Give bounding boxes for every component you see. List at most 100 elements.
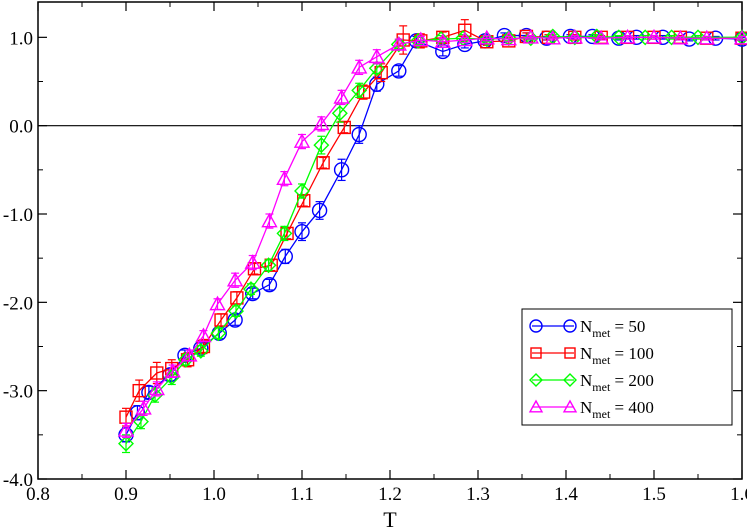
- data-point: [313, 137, 330, 154]
- data-point: [368, 48, 385, 64]
- x-tick-label: 0.8: [26, 484, 50, 505]
- y-tick-label: -4.0: [3, 470, 33, 491]
- data-point: [276, 225, 293, 242]
- legend-label: Nmet = 100: [580, 344, 654, 367]
- data-point: [210, 325, 227, 342]
- data-point: [226, 271, 244, 287]
- data-point: [192, 342, 209, 359]
- x-tick-label: 1.6: [730, 484, 747, 505]
- legend-label: Nmet = 200: [580, 371, 654, 394]
- data-point: [663, 29, 680, 46]
- legend: Nmet = 50 Nmet = 100 Nmet = 200 Nmet = 400: [521, 308, 733, 426]
- data-point: [132, 383, 146, 398]
- data-point: [645, 28, 663, 44]
- legend-label: Nmet = 50: [580, 317, 645, 340]
- data-point: [177, 351, 194, 368]
- x-tick-label: 1.0: [202, 484, 226, 505]
- data-point: [351, 82, 368, 99]
- data-point: [261, 276, 278, 293]
- data-point: [390, 36, 407, 53]
- data-point: [242, 281, 259, 298]
- data-point: [544, 29, 561, 45]
- y-tick-label: -1.0: [3, 205, 33, 226]
- data-point: [228, 303, 244, 320]
- data-point: [410, 32, 427, 49]
- data-point: [260, 257, 277, 274]
- legend-marker: [529, 319, 543, 333]
- data-point: [150, 366, 164, 380]
- data-point: [390, 35, 407, 51]
- data-point: [276, 170, 293, 185]
- data-point: [214, 313, 228, 327]
- data-point: [619, 28, 636, 44]
- data-point: [209, 295, 226, 311]
- data-point: [672, 29, 689, 45]
- data-point: [351, 126, 367, 143]
- data-point: [637, 29, 654, 46]
- legend-marker: [528, 399, 544, 413]
- data-point: [456, 31, 473, 47]
- data-point: [522, 28, 539, 44]
- data-point: [181, 346, 198, 362]
- data-point: [294, 223, 310, 240]
- data-point: [132, 413, 149, 430]
- data-point: [333, 88, 350, 104]
- data-point: [698, 29, 715, 45]
- data-point: [195, 327, 212, 343]
- series-4: [117, 28, 747, 439]
- data-point: [690, 29, 706, 46]
- x-tick-label: 1.2: [378, 484, 402, 505]
- data-point: [118, 435, 134, 452]
- data-point: [433, 31, 450, 48]
- legend-marker: [564, 347, 576, 359]
- legend-marker: [530, 347, 542, 359]
- data-point: [733, 29, 747, 45]
- data-point: [566, 29, 583, 46]
- data-point: [129, 405, 146, 421]
- data-point: [230, 291, 244, 305]
- y-tick-label: 0.0: [9, 117, 33, 138]
- data-point: [478, 31, 495, 48]
- legend-box: [521, 308, 733, 426]
- data-point: [294, 183, 310, 200]
- data-point: [313, 115, 330, 131]
- data-point: [331, 105, 348, 122]
- data-point: [244, 254, 261, 269]
- data-point: [458, 23, 472, 37]
- legend-marker: [562, 399, 578, 413]
- x-tick-label: 1.1: [290, 484, 314, 505]
- data-point: [277, 248, 293, 265]
- data-point: [117, 421, 135, 437]
- y-tick-label: -2.0: [3, 293, 33, 314]
- y-tick-label: 1.0: [9, 28, 33, 49]
- x-tick-label: 1.4: [554, 484, 578, 505]
- data-point: [502, 34, 516, 48]
- data-point: [522, 30, 539, 47]
- data-point: [311, 202, 328, 219]
- data-point: [593, 29, 610, 45]
- data-point: [148, 380, 165, 396]
- data-point: [337, 120, 351, 135]
- legend-label: Nmet = 400: [580, 398, 654, 421]
- data-point: [164, 362, 181, 378]
- x-tick-label: 1.5: [642, 484, 666, 505]
- data-point: [610, 29, 627, 46]
- data-point: [391, 63, 407, 79]
- data-point: [500, 30, 517, 46]
- data-point: [566, 28, 583, 44]
- x-tick-label: 0.9: [114, 484, 138, 505]
- y-tick-label: -3.0: [3, 382, 33, 403]
- series-layer: [117, 19, 747, 454]
- legend-marker: [529, 373, 543, 387]
- data-point: [261, 212, 278, 228]
- data-point: [412, 31, 429, 47]
- legend-marker: [563, 373, 577, 387]
- data-point: [293, 133, 311, 148]
- data-point: [333, 162, 350, 178]
- x-tick-label: 1.3: [466, 484, 490, 505]
- data-point: [478, 29, 495, 45]
- x-axis-label: T: [383, 507, 397, 529]
- ticks-layer: 0.8 0.9 1.0 1.1 1.2 1.3 1.4 1.5 1.6 -4.0 -3.0 -2.0 -…: [3, 2, 747, 505]
